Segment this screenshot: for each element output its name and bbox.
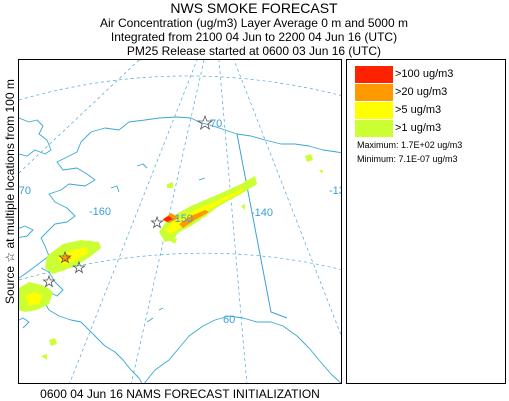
legend-swatch-5 — [355, 101, 393, 119]
parallel-label-60: 60 — [223, 314, 235, 326]
legend-panel: >100 ug/m3 >20 ug/m3 >5 ug/m3 >1 ug/m3 M… — [346, 59, 506, 384]
meridian-label-150: -150 — [171, 213, 193, 225]
alaska-north-coast — [80, 116, 341, 154]
legend-label-20: >20 ug/m3 — [395, 86, 448, 98]
map-canvas: -170 -160 -150 -140 -130 70 60 — [19, 60, 342, 383]
alaska-canada-border — [236, 133, 288, 319]
source-star-west-3 — [42, 274, 56, 288]
meridian-label-130: -130 — [329, 185, 342, 197]
release-start: PM25 Release started at 0600 03 Jun 16 (… — [126, 44, 382, 58]
meridian-140 — [218, 60, 248, 383]
parallel-60 — [19, 252, 341, 281]
source-star-west-1 — [58, 250, 72, 264]
legend-label-5: >5 ug/m3 — [395, 104, 442, 116]
meridian-160 — [69, 60, 198, 383]
legend-label-100: >100 ug/m3 — [395, 68, 454, 80]
smoke-plume-central — [159, 176, 257, 244]
st-lawrence-island — [19, 225, 34, 239]
southcentral-coast — [144, 315, 341, 383]
yukon-delta — [40, 267, 143, 383]
parallel-label-70: 70 — [210, 118, 222, 130]
legend-item-20: >20 ug/m3 — [355, 83, 447, 101]
integration-period: Integrated from 2100 04 Jun to 2200 04 J… — [110, 30, 398, 44]
smoke-plume-west — [19, 240, 101, 360]
legend-label-1: >1 ug/m3 — [395, 122, 442, 134]
maximum-value: Maximum: 1.7E+02 ug/m3 — [357, 140, 463, 150]
meridian-150 — [131, 60, 205, 383]
chukotka-coast — [19, 117, 52, 157]
meridian-label-160: -160 — [89, 206, 111, 218]
source-height-label: Source ☆ at multiple locations from 100 … — [3, 79, 17, 304]
concentration-subtitle: Air Concentration (ug/m3) Layer Average … — [100, 16, 408, 30]
meridian-label-140: -140 — [251, 207, 273, 219]
minimum-value: Minimum: 7.1E-07 ug/m3 — [357, 154, 458, 164]
source-star-north — [196, 114, 214, 130]
source-star-west-2 — [72, 260, 86, 274]
legend-item-5: >5 ug/m3 — [355, 101, 441, 119]
legend-swatch-100 — [355, 65, 393, 83]
nunivak-island — [19, 317, 30, 329]
source-star-central — [150, 215, 164, 229]
smoke-spots-east — [241, 154, 323, 210]
meridian-label-170: -170 — [19, 185, 31, 197]
meridian-130 — [233, 60, 341, 336]
meridian-170 — [19, 60, 140, 174]
chart-title: NWS SMOKE FORECAST — [170, 0, 338, 16]
legend-swatch-20 — [355, 83, 393, 101]
legend-item-100: >100 ug/m3 — [355, 65, 453, 83]
legend-item-1: >1 ug/m3 — [355, 119, 441, 137]
legend-swatch-1 — [355, 119, 393, 137]
map-panel: -170 -160 -150 -140 -130 70 60 — [18, 59, 342, 384]
parallel-70 — [19, 75, 341, 101]
forecast-init-label: 0600 04 Jun 16 NAMS FORECAST INITIALIZAT… — [40, 387, 320, 401]
